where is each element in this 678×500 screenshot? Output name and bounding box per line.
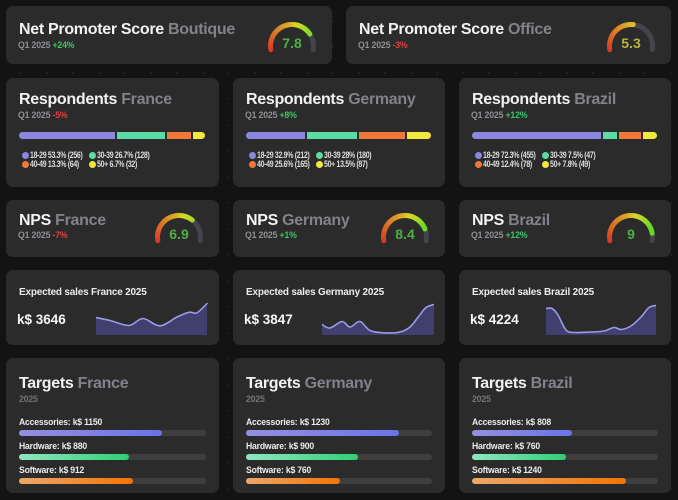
svg-text:9: 9 bbox=[627, 226, 635, 242]
svg-text:5.3: 5.3 bbox=[621, 35, 641, 51]
svg-text:7.8: 7.8 bbox=[282, 35, 302, 51]
svg-text:6.9: 6.9 bbox=[169, 226, 189, 242]
svg-text:8.4: 8.4 bbox=[395, 226, 415, 242]
